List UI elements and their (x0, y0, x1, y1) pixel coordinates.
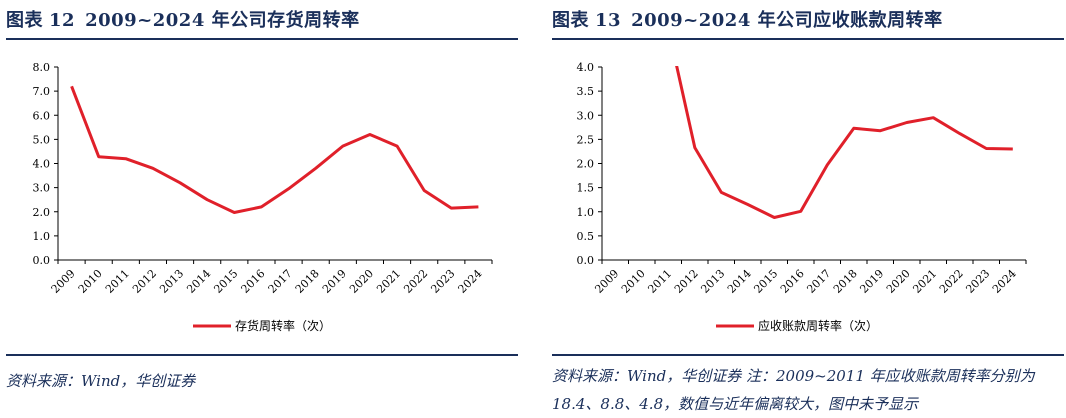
chart-panel-receivables: 图表 13 2009~2024 年公司应收账款周转率 0.0 0.5 1.0 1.5 2.0… (546, 0, 1066, 414)
x-tick-label: 2011 (103, 267, 132, 296)
x-tick-label: 2021 (374, 267, 403, 296)
legend-label: 存货周转率（次） (235, 318, 331, 333)
y-tick-label: 1.0 (33, 230, 51, 243)
y-tick-label: 1.0 (577, 206, 595, 219)
inventory-turnover-chart: 0.01.02.03.04.05.06.07.08.02009201020112… (33, 61, 493, 333)
x-tick-label: 2021 (910, 267, 939, 296)
legend-label: 应收账款周转率（次） (758, 318, 878, 333)
y-tick-label: 0.5 (577, 230, 595, 243)
series-line (70, 85, 479, 214)
source-note: 资料来源：Wind，华创证券 (6, 372, 196, 390)
x-tick-label: 2024 (456, 267, 485, 296)
series-line (675, 66, 1013, 219)
x-tick-label: 2016 (778, 267, 807, 296)
x-tick-label: 2009 (592, 267, 621, 296)
x-tick-label: 2017 (266, 267, 295, 296)
y-tick-label: 6.0 (33, 109, 51, 122)
x-tick-label: 2018 (293, 267, 322, 296)
x-tick-label: 2009 (49, 267, 78, 296)
x-tick-label: 2020 (884, 267, 913, 296)
x-tick-label: 2016 (239, 267, 268, 296)
title-rule (6, 38, 518, 40)
y-tick-label: 3.0 (577, 109, 595, 122)
y-tick-label: 3.0 (33, 182, 51, 195)
x-tick-label: 2014 (725, 267, 754, 296)
x-tick-label: 2013 (157, 267, 186, 296)
y-tick-label: 2.0 (33, 206, 51, 219)
x-tick-label: 2010 (619, 267, 648, 296)
chart-panel-inventory: 图表 12 2009~2024 年公司存货周转率 0.0 1.0 2.0 3.0 4.0 5.… (0, 0, 520, 414)
x-tick-label: 2018 (831, 267, 860, 296)
x-tick-label: 2023 (428, 267, 457, 296)
x-tick-label: 2015 (211, 267, 240, 296)
x-tick-label: 2012 (130, 267, 159, 296)
y-tick-label: 4.0 (577, 61, 595, 74)
x-tick-label: 2013 (698, 267, 727, 296)
y-tick-label: 0.0 (33, 254, 51, 267)
y-tick-label: 2.0 (577, 158, 595, 171)
y-tick-label: 4.0 (33, 158, 51, 171)
y-tick-label: 2.5 (577, 133, 595, 146)
x-tick-label: 2020 (347, 267, 376, 296)
y-tick-label: 8.0 (33, 61, 51, 74)
y-tick-label: 5.0 (33, 133, 51, 146)
y-tick-label: 3.5 (577, 85, 595, 98)
footer-rule (6, 354, 518, 356)
x-tick-label: 2022 (937, 267, 966, 296)
x-tick-label: 2011 (645, 267, 674, 296)
x-tick-label: 2012 (672, 267, 701, 296)
x-tick-label: 2022 (401, 267, 430, 296)
x-tick-label: 2024 (990, 267, 1019, 296)
x-tick-label: 2023 (963, 267, 992, 296)
title-rule (552, 38, 1064, 40)
y-tick-label: 7.0 (33, 85, 51, 98)
source-note: 资料来源：Wind，华创证券 注：2009~2011 年应收账款周转率分别为18… (552, 367, 1035, 413)
receivables-turnover-chart: 0.00.51.01.52.02.53.03.54.02009201020112… (577, 61, 1027, 333)
x-tick-label: 2019 (857, 267, 886, 296)
y-tick-label: 1.5 (577, 182, 595, 195)
x-tick-label: 2017 (804, 267, 833, 296)
x-tick-label: 2015 (751, 267, 780, 296)
chart-title: 图表 13 2009~2024 年公司应收账款周转率 (552, 10, 943, 31)
x-tick-label: 2019 (320, 267, 349, 296)
x-tick-label: 2014 (184, 267, 213, 296)
x-tick-label: 2010 (76, 267, 105, 296)
chart-title: 图表 12 2009~2024 年公司存货周转率 (6, 10, 360, 31)
y-tick-label: 0.0 (577, 254, 595, 267)
footer-rule (552, 354, 1064, 356)
